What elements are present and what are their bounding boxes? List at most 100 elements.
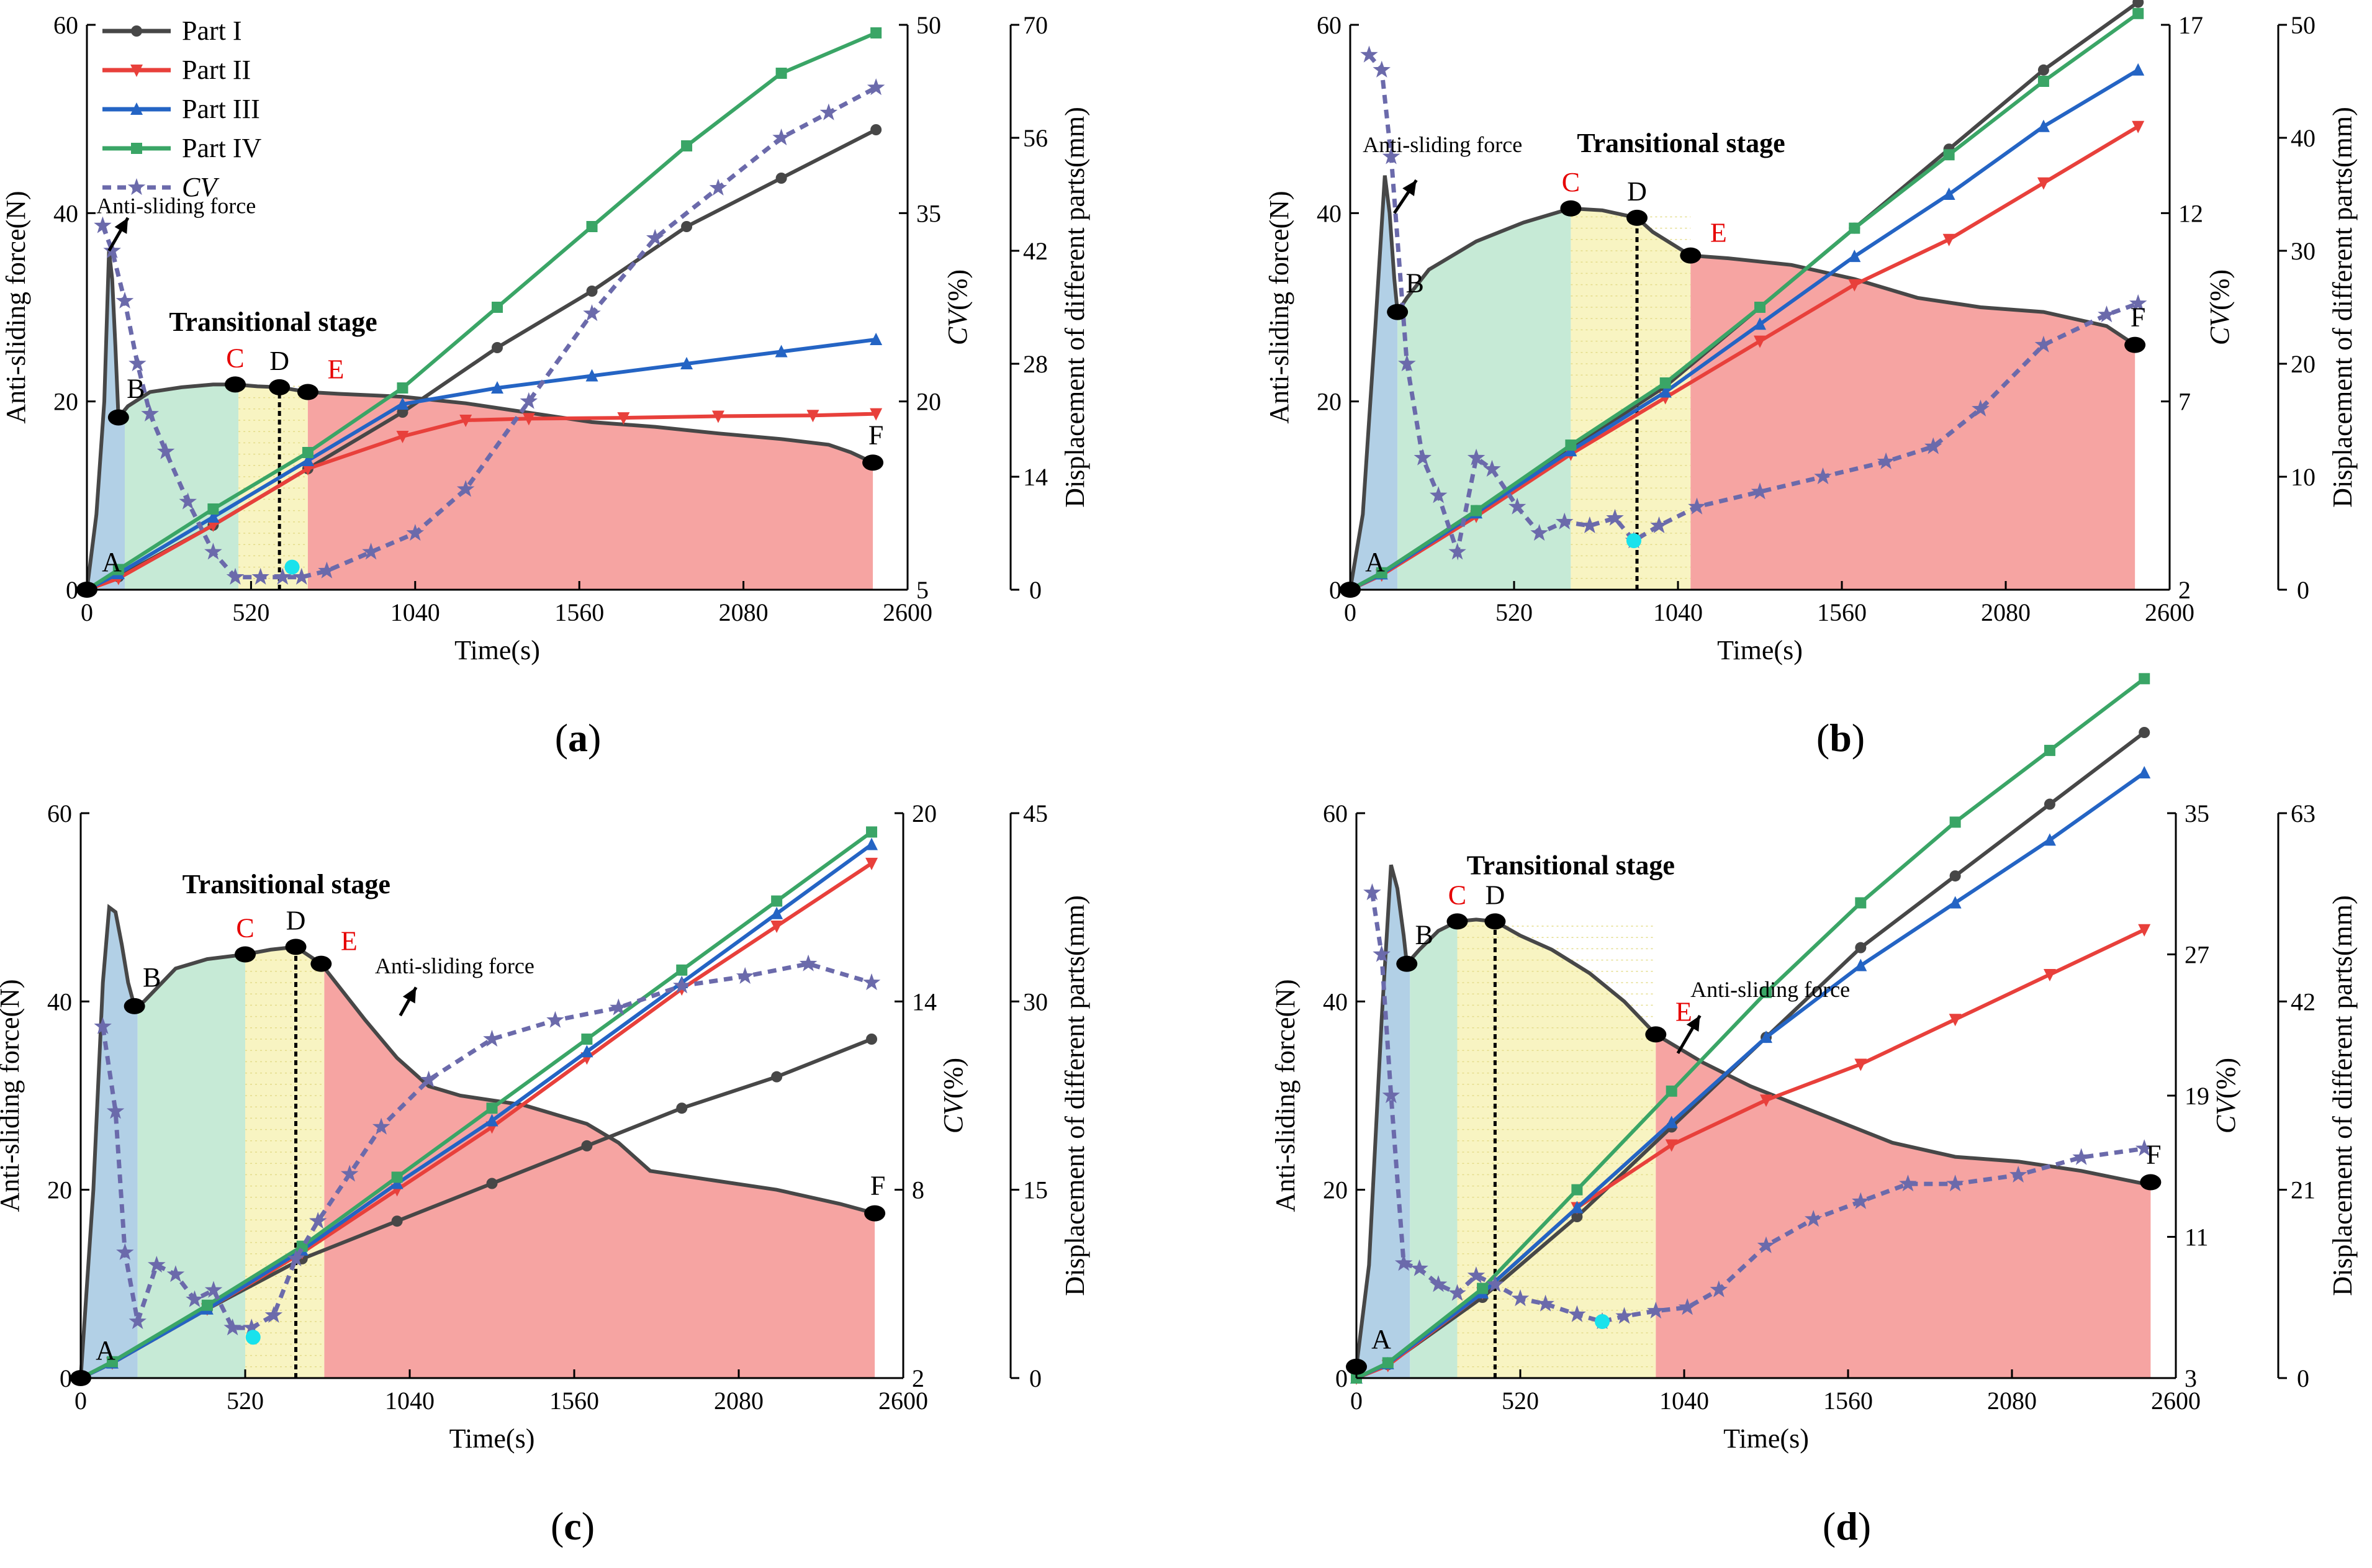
key-point-label-c: C [226, 343, 244, 373]
series-point-cv [1678, 1298, 1697, 1315]
series-point-cv [251, 567, 269, 585]
series-point-part3 [390, 1176, 404, 1189]
disp-tick-label: 70 [1023, 11, 1048, 39]
disp-tick-label: 21 [2291, 1176, 2316, 1204]
disp-axis-title: Displacement of different parts(mm) [2327, 895, 2358, 1296]
series-point-part1 [492, 342, 503, 353]
key-point-f [2124, 336, 2146, 353]
series-point-part3 [870, 333, 883, 345]
series-point-cv [2034, 335, 2053, 353]
x-axis-title: Time(s) [454, 635, 540, 665]
series-point-cv [1852, 1192, 1870, 1209]
series-point-cv [1448, 1284, 1466, 1301]
series-point-part4 [397, 382, 408, 394]
legend-marker-part1 [131, 25, 142, 37]
series-point-cv [646, 228, 664, 246]
left-axis-title: Anti-sliding force(N) [1264, 191, 1294, 423]
x-axis-title: Time(s) [1717, 635, 1803, 665]
legend-marker-part3 [130, 102, 143, 115]
series-point-part1 [2132, 0, 2144, 8]
series-point-cv [736, 966, 754, 984]
series-point-part3 [396, 397, 409, 410]
series-point-part4 [492, 302, 503, 313]
key-point-label-a: A [96, 1335, 115, 1366]
disp-tick-label: 30 [2291, 237, 2316, 265]
key-point-e [297, 384, 318, 400]
series-point-part1 [771, 1071, 783, 1083]
key-point-label-e: E [341, 926, 358, 957]
series-point-part3 [1571, 1201, 1584, 1214]
key-point-e [1680, 247, 1702, 264]
series-point-part4 [1754, 302, 1765, 313]
key-point-e [1645, 1026, 1667, 1043]
x-tick-label: 1560 [549, 1387, 599, 1415]
zone-ef [324, 968, 875, 1378]
series-point-cv [2009, 1166, 2027, 1183]
transitional-stage-label: Transitional stage [169, 307, 377, 337]
series-point-cv [406, 524, 425, 541]
cv-tick-label: 20 [912, 800, 937, 827]
key-point-label-f: F [2131, 302, 2145, 333]
key-point-f [2140, 1174, 2162, 1191]
series-point-cv [1429, 1275, 1448, 1292]
disp-axis-title: Displacement of different parts(mm) [1060, 895, 1090, 1296]
left-tick-label: 60 [1317, 11, 1342, 39]
left-tick-label: 0 [1329, 576, 1342, 604]
series-point-cv [1410, 1259, 1428, 1276]
series-point-part3 [2132, 63, 2145, 76]
series-point-cv [1530, 524, 1548, 541]
series-point-cv [1483, 459, 1501, 477]
legend: Part I Part II Part III Part IV CV [102, 16, 262, 202]
series-point-cv [1382, 147, 1400, 164]
x-tick-label: 520 [227, 1387, 264, 1415]
zone-transitional [1571, 208, 1691, 590]
disp-tick-label: 0 [1029, 1364, 1042, 1392]
chart-panel-c: A B C D E F Anti-sliding force Transitional sta… [0, 800, 1090, 1548]
series-point-part4 [775, 68, 787, 79]
series-point-cv [1382, 1086, 1400, 1104]
x-tick-label: 1560 [1817, 598, 1867, 626]
series-line-part4 [1349, 12, 2139, 592]
panel-label: (a) [555, 716, 602, 760]
series-point-part3 [1665, 1115, 1678, 1129]
series-point-cv [819, 103, 838, 120]
cv-tick-label: 14 [912, 988, 937, 1016]
series-point-part3 [865, 837, 878, 850]
disp-tick-label: 14 [1023, 463, 1048, 491]
series-point-part2 [1848, 279, 1861, 292]
key-point-d [1484, 913, 1506, 930]
left-tick-label: 20 [1323, 1176, 1348, 1204]
left-tick-label: 60 [47, 800, 72, 827]
key-point-label-b: B [127, 373, 145, 403]
zone-ab [87, 251, 125, 590]
disp-tick-label: 0 [2297, 576, 2309, 604]
zone-ef [1656, 1034, 2151, 1378]
series-point-part4 [771, 895, 783, 907]
disp-tick-label: 42 [2291, 988, 2316, 1016]
series-point-part2 [2132, 120, 2145, 133]
cv-tick-label: 20 [916, 388, 941, 416]
left-axis-title: Anti-sliding force(N) [0, 979, 25, 1212]
x-axis-title: Time(s) [1723, 1423, 1809, 1454]
series-point-part4 [1477, 1282, 1489, 1294]
key-point-b [1396, 955, 1418, 972]
anti-sliding-force-line [1348, 175, 2136, 590]
series-point-part1 [866, 1034, 878, 1045]
series-point-part1 [1949, 870, 1961, 882]
series-point-part3 [207, 510, 220, 523]
series-point-part2 [1854, 1058, 1867, 1071]
cv-tick-label: 17 [2178, 11, 2203, 39]
series-point-part3 [585, 369, 598, 382]
key-point-c [1446, 913, 1468, 930]
series-point-part3 [2037, 119, 2050, 132]
disp-tick-label: 63 [2291, 800, 2316, 827]
series-point-cv [1615, 1307, 1633, 1324]
series-point-part2 [2043, 969, 2056, 981]
key-point-label-a: A [102, 547, 122, 577]
series-point-cv [103, 241, 121, 259]
transitional-stage-label: Transitional stage [183, 869, 390, 899]
key-point-label-f: F [870, 1171, 885, 1201]
disp-axis-title: Displacement of different parts(mm) [1060, 107, 1090, 508]
series-point-part4 [866, 826, 878, 838]
x-tick-label: 1040 [1659, 1387, 1709, 1415]
